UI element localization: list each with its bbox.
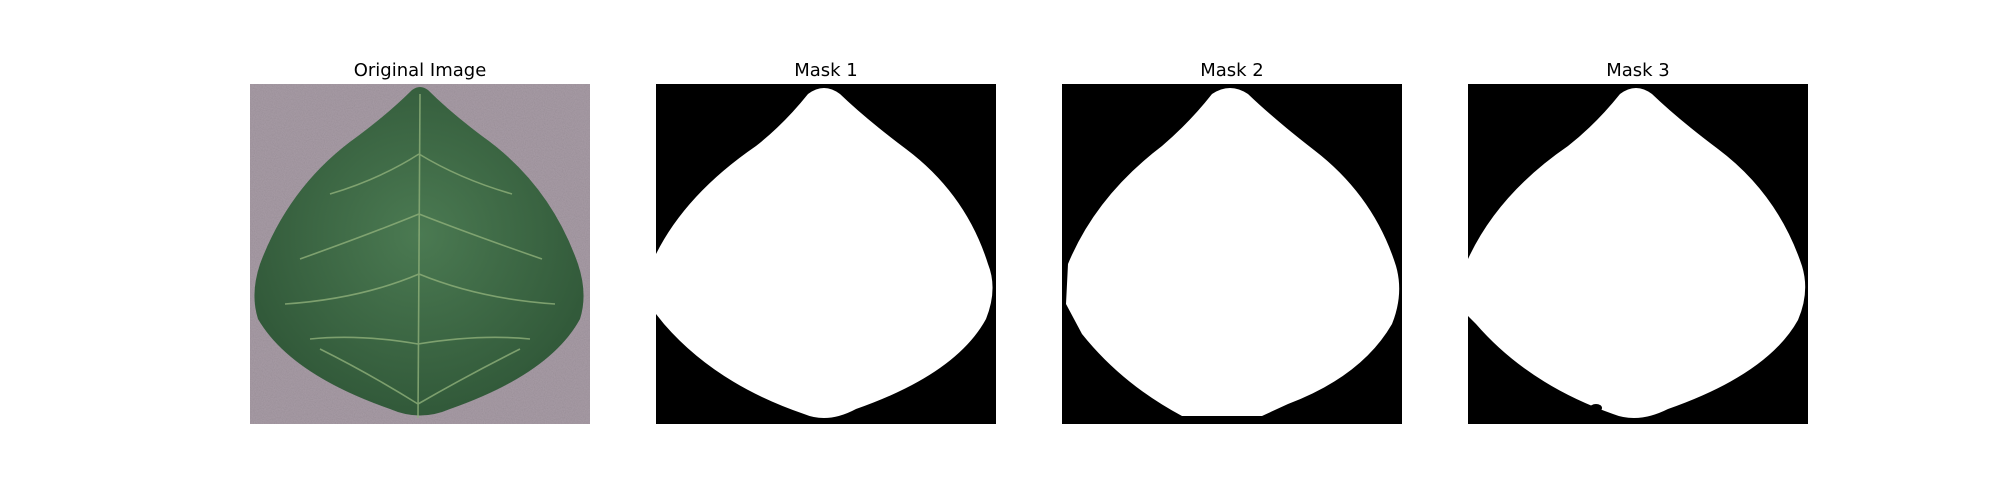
panel-title: Mask 2 (1200, 60, 1264, 81)
mask-foreground (1066, 88, 1400, 416)
panel-title: Original Image (353, 60, 487, 81)
leaf-veins (284, 93, 556, 419)
leaf-mask (1062, 84, 1402, 424)
leaf-mask (656, 84, 996, 424)
mask-foreground (1468, 88, 1806, 418)
panel-title: Mask 1 (794, 60, 858, 81)
mask-hole (1590, 404, 1602, 412)
leaf-photo (250, 84, 590, 424)
panel-title: Mask 3 (1606, 60, 1670, 81)
leaf-mask (1468, 84, 1808, 424)
mask-foreground (656, 88, 993, 418)
